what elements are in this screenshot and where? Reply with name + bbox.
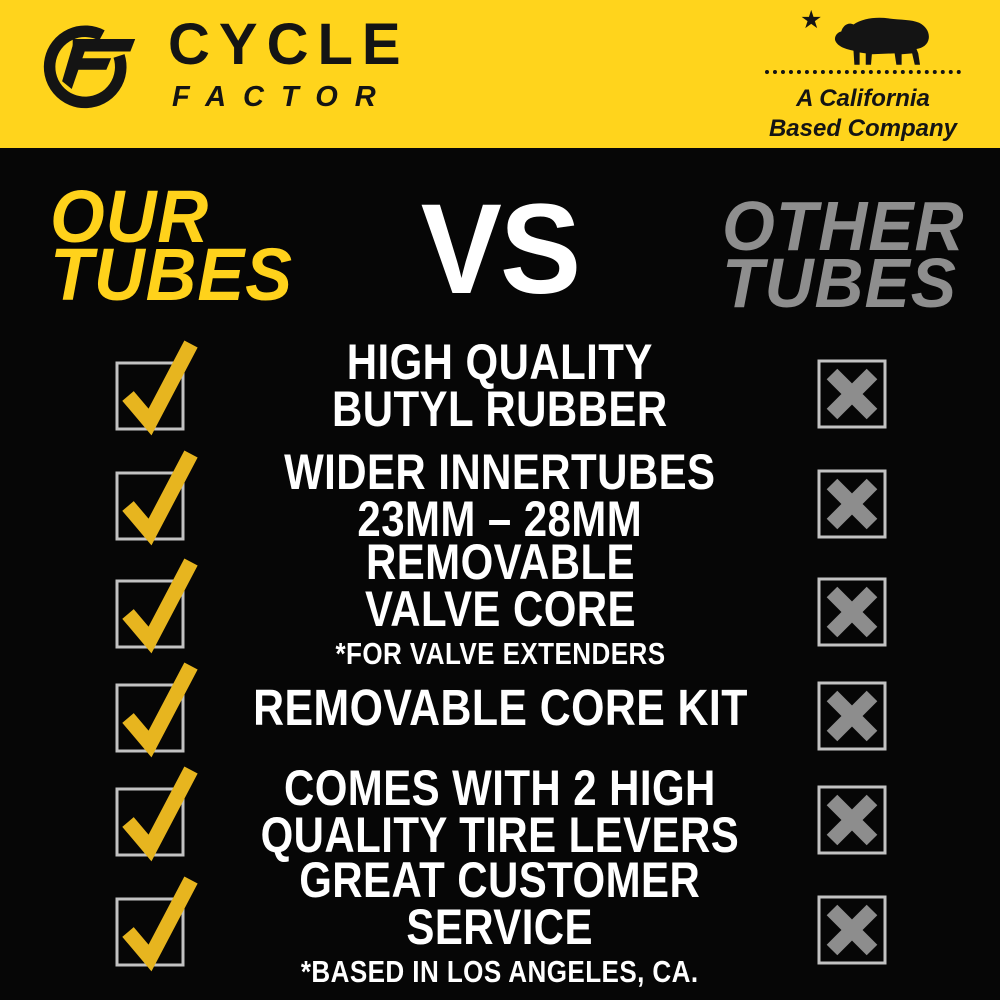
comparison-row: GREAT CUSTOMER SERVICE *BASED IN LOS ANG… — [0, 855, 1000, 987]
our-tubes-title: OUR TUBES — [50, 175, 294, 316]
check-icon — [115, 558, 198, 654]
badge-text-line2: Based Company — [768, 115, 958, 142]
california-bear-icon — [834, 17, 929, 65]
cross-icon — [817, 577, 887, 647]
feature-line: COMES WITH 2 HIGH — [284, 760, 716, 816]
feature-line: GREAT CUSTOMER — [299, 852, 701, 908]
feature-note: *BASED IN LOS ANGELES, CA. — [301, 954, 699, 989]
comparison-row: WIDER INNERTUBES 23MM – 28MM — [0, 444, 1000, 548]
top-banner: CYCLE FACTOR ★ A California Based Compan… — [0, 0, 1000, 148]
brand-text: CYCLE FACTOR — [168, 16, 410, 112]
check-icon — [115, 340, 198, 436]
feature-line: SERVICE — [406, 899, 594, 955]
cross-icon — [817, 785, 887, 855]
cycle-factor-monogram-icon — [43, 25, 136, 109]
cross-icon — [817, 895, 887, 965]
brand-name: CYCLE — [168, 12, 410, 77]
comparison-row: COMES WITH 2 HIGH QUALITY TIRE LEVERS — [0, 760, 1000, 864]
check-icon — [115, 450, 198, 546]
feature-note: *FOR VALVE EXTENDERS — [334, 636, 666, 671]
brand-subname: FACTOR — [172, 81, 393, 113]
other-tubes-line1: OTHER — [722, 187, 965, 265]
feature-line: HIGH QUALITY — [346, 334, 654, 390]
comparison-row: HIGH QUALITY BUTYL RUBBER — [0, 336, 1000, 436]
feature-text: COMES WITH 2 HIGH QUALITY TIRE LEVERS — [195, 760, 805, 864]
feature-text: REMOVABLE VALVE CORE *FOR VALVE EXTENDER… — [195, 537, 805, 669]
feature-line: BUTYL RUBBER — [332, 381, 668, 437]
feature-line: VALVE CORE — [364, 581, 636, 637]
feature-text: HIGH QUALITY BUTYL RUBBER — [195, 336, 805, 436]
feature-text: REMOVABLE CORE KIT — [195, 658, 805, 758]
other-tubes-title: OTHER TUBES — [722, 187, 965, 323]
badge-text-line1: A California — [796, 85, 930, 112]
cross-icon — [817, 681, 887, 751]
our-tubes-line1: OUR — [50, 175, 210, 258]
badge-text: A California Based Company — [748, 84, 978, 144]
feature-line: REMOVABLE CORE KIT — [252, 679, 748, 737]
cross-icon — [817, 469, 887, 539]
dotted-divider — [765, 70, 961, 74]
cross-icon — [817, 359, 887, 429]
our-tubes-line2: TUBES — [50, 232, 294, 316]
feature-line: 23MM – 28MM — [357, 491, 643, 547]
check-icon — [115, 766, 198, 862]
feature-line: WIDER INNERTUBES — [284, 444, 716, 500]
brand-logo-block: CYCLE FACTOR — [40, 14, 410, 114]
feature-text: GREAT CUSTOMER SERVICE *BASED IN LOS ANG… — [195, 855, 805, 987]
feature-text: WIDER INNERTUBES 23MM – 28MM — [195, 444, 805, 548]
vs-title: VS — [420, 178, 581, 321]
feature-line: QUALITY TIRE LEVERS — [260, 807, 740, 863]
feature-line: REMOVABLE — [365, 534, 635, 590]
california-badge: ★ A California Based Company — [748, 6, 978, 144]
california-badge-art: ★ — [748, 6, 978, 66]
check-icon — [115, 662, 198, 758]
star-icon: ★ — [800, 6, 823, 34]
comparison-row: REMOVABLE CORE KIT — [0, 658, 1000, 758]
other-tubes-line2: TUBES — [722, 244, 957, 323]
comparison-row: REMOVABLE VALVE CORE *FOR VALVE EXTENDER… — [0, 537, 1000, 669]
check-icon — [115, 876, 198, 972]
